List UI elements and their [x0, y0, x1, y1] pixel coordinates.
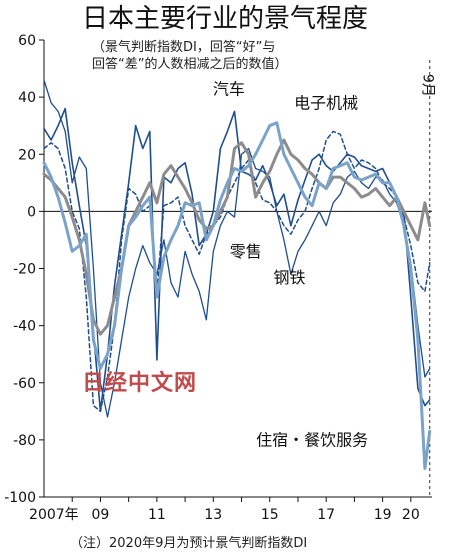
x-tick-label: 17 — [317, 507, 335, 523]
y-tick-label: -40 — [13, 319, 36, 335]
series-label: 电子机械 — [294, 94, 358, 113]
y-tick-label: -60 — [13, 376, 36, 392]
x-tick-label: 19 — [374, 507, 392, 523]
plot-area: -100 -80 -60 -40 -20 0 20 40 60 2007年 09 11 13 15 17 19… — [4, 33, 436, 523]
y-tick-label: 20 — [18, 147, 36, 163]
x-tick-label: 2007年 — [29, 507, 79, 523]
x-tick-label: 13 — [204, 507, 222, 523]
chart-title: 日本主要行业的景气程度 — [82, 4, 368, 34]
series-line-0 — [43, 107, 431, 413]
watermark: 日经中文网 — [82, 370, 197, 396]
x-tick-label: 15 — [261, 507, 279, 523]
y-tick-label: 0 — [27, 204, 36, 220]
chart-subtitle-line-2: 回答“差”的人数相减之后的数值） — [92, 56, 287, 72]
chart-subtitle-line-1: （景气判断指数DI，回答“好”与 — [92, 39, 275, 55]
series-line-4 — [42, 121, 432, 470]
y-tick-label: 40 — [18, 90, 36, 106]
series-label: 汽车 — [213, 79, 245, 98]
series-line-1 — [43, 130, 431, 413]
x-tick-label: 11 — [148, 507, 166, 523]
september-marker-label: 9月 — [420, 74, 436, 97]
y-tick-label: -100 — [4, 490, 36, 506]
series-line-3 — [42, 138, 432, 336]
series-label: 住宿・餐饮服务 — [256, 431, 368, 450]
footnote: （注）2020年9月为预计景气判断指数DI — [70, 535, 307, 551]
y-tick-label: -20 — [13, 262, 36, 278]
series-line-2 — [43, 79, 431, 418]
series-label: 零售 — [230, 242, 262, 261]
y-tick-label: 60 — [18, 33, 36, 49]
y-tick-label: -80 — [13, 433, 36, 449]
x-tick-label: 20 — [402, 507, 420, 523]
x-tick-label: 09 — [92, 507, 110, 523]
series-label: 钢铁 — [273, 268, 305, 287]
